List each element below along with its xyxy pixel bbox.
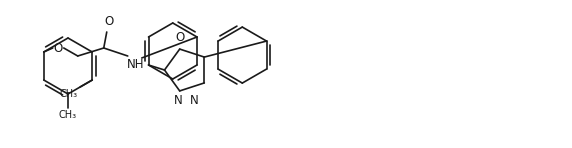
Text: CH₃: CH₃ [60, 89, 78, 99]
Text: N: N [174, 94, 182, 107]
Text: N: N [190, 94, 198, 107]
Text: O: O [53, 41, 62, 54]
Text: CH₃: CH₃ [59, 110, 77, 120]
Text: O: O [175, 31, 184, 44]
Text: O: O [104, 15, 113, 28]
Text: NH: NH [127, 58, 145, 71]
